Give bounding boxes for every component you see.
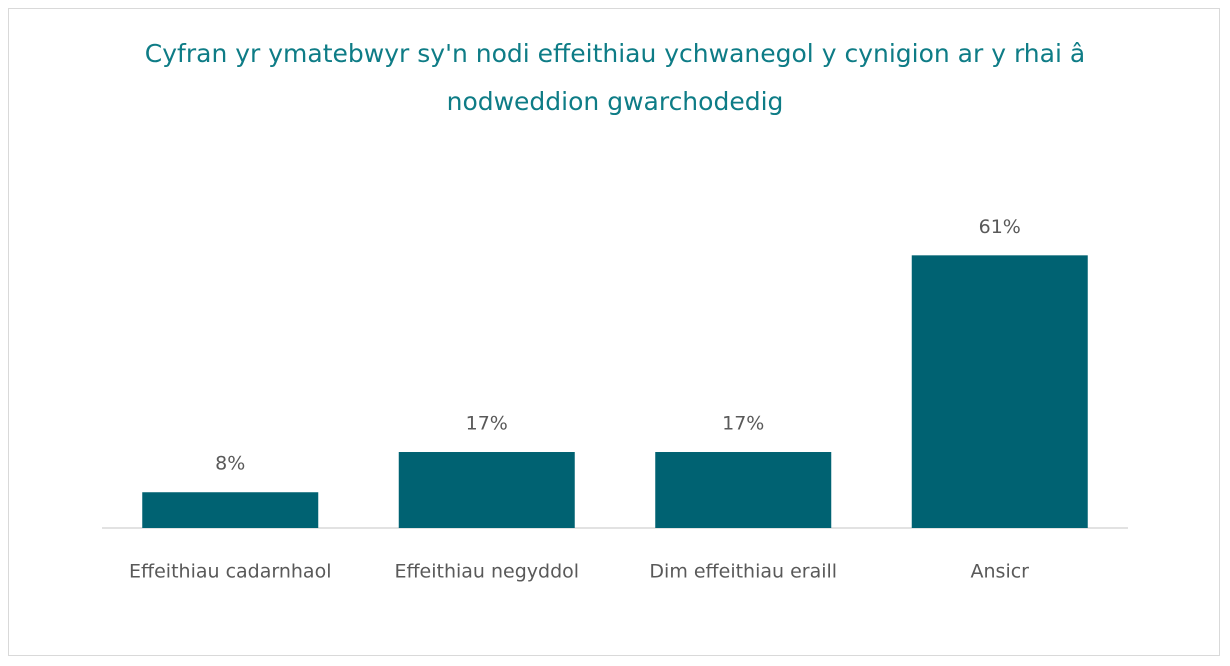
x-tick-label: Ansicr — [971, 561, 1030, 583]
bar — [655, 452, 832, 528]
data-label: 8% — [215, 453, 245, 475]
data-label: 17% — [722, 413, 764, 435]
chart-title: Cyfran yr ymatebwyr sy'n nodi effeithiau… — [144, 39, 1086, 116]
bar — [398, 452, 575, 528]
bar — [911, 255, 1088, 528]
x-tick-label: Effeithiau cadarnhaol — [129, 561, 331, 583]
chart-frame — [8, 8, 1220, 656]
bar — [142, 492, 319, 528]
x-tick-label: Dim effeithiau eraill — [649, 561, 837, 583]
data-label: 61% — [979, 216, 1021, 238]
data-label: 17% — [466, 413, 508, 435]
x-tick-label: Effeithiau negyddol — [394, 561, 579, 583]
